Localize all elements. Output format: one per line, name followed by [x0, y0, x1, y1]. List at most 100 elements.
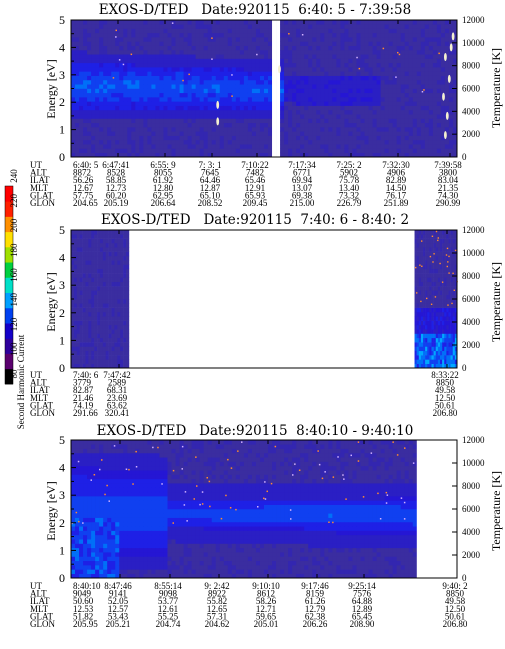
spectrogram-cell — [444, 71, 450, 76]
spectrogram-cell — [304, 127, 309, 132]
spectrogram-cell — [433, 286, 437, 291]
spectrogram-cell — [171, 97, 176, 102]
spectrogram-cell — [418, 230, 422, 235]
spectrogram-cell — [428, 58, 434, 64]
spectrogram-cell — [444, 264, 447, 270]
spectrogram-cell — [123, 144, 128, 149]
spectrogram-cell — [264, 152, 269, 158]
spectrogram-cell — [75, 461, 80, 467]
spectrogram-cell — [108, 350, 112, 356]
spectrogram-cell — [219, 114, 225, 119]
spectrogram-cell — [120, 273, 124, 278]
spectrogram-cell — [308, 97, 313, 102]
spectrogram-cell — [71, 526, 76, 531]
spectrogram-cell — [450, 299, 454, 304]
spectrogram-cell — [280, 105, 285, 111]
spectrogram-cell — [83, 135, 88, 141]
spectrogram-cell — [79, 281, 83, 287]
spectrogram-cell — [300, 67, 305, 72]
spectrogram-cell — [420, 294, 424, 300]
spectrogram-cell — [380, 37, 385, 42]
spectrogram-cell — [103, 101, 108, 106]
spectrogram-cell — [300, 84, 305, 89]
spectrogram-cell — [191, 67, 196, 72]
spectrogram-cell — [171, 109, 176, 115]
spectrogram-cell — [117, 290, 121, 295]
y-tick-label: 5 — [59, 13, 65, 27]
spectrogram-cell — [420, 359, 424, 364]
spectrogram-cell — [251, 24, 257, 29]
spectrogram-cell — [187, 84, 192, 89]
spectrogram-cell — [79, 337, 83, 343]
spectrogram-cell — [388, 101, 393, 106]
spectrogram-cell — [139, 101, 144, 106]
spectrogram-cell — [223, 20, 229, 25]
spectrogram-cell — [103, 84, 108, 89]
table-cell: 251.89 — [384, 198, 409, 208]
spectrogram-cell — [452, 41, 458, 46]
right-y-tick-label: 8000 — [462, 271, 481, 281]
spectrogram-cell — [416, 58, 422, 64]
spectrogram-cell — [448, 118, 454, 124]
spectrogram-cell — [436, 71, 442, 76]
spectrogram-cell — [75, 552, 80, 557]
spectrogram-cell — [79, 478, 84, 484]
spectrogram-cell — [203, 49, 209, 55]
spectrogram-cell — [123, 359, 127, 364]
spectrogram-cell — [292, 84, 297, 89]
spectrogram-cell — [348, 97, 353, 102]
spectrogram-cell — [247, 28, 253, 34]
spectrogram-cell — [94, 251, 98, 257]
spectrogram-cell — [71, 97, 76, 102]
spectrogram-cell — [420, 71, 426, 76]
spectrogram-cell — [448, 24, 454, 29]
spectrogram-cell — [328, 101, 333, 106]
spectrogram-cell — [288, 79, 293, 85]
spectrogram-cell — [115, 131, 120, 136]
spectrogram-cell — [191, 92, 196, 98]
spectrogram-cell — [423, 260, 426, 265]
spectrogram-cell — [452, 84, 458, 89]
spectrogram-cell — [431, 238, 434, 244]
spectrogram-cell — [88, 346, 92, 352]
spectrogram-cell — [114, 316, 118, 321]
spectrogram-cell — [147, 127, 152, 132]
spectrogram-cell — [143, 97, 148, 102]
spectrogram-cell — [123, 127, 128, 132]
spectrogram-cell — [79, 54, 84, 59]
spectrogram-cell — [288, 71, 293, 76]
spectrogram-cell — [73, 355, 78, 360]
spectrogram-cell — [94, 320, 98, 326]
spectrogram-cell — [83, 534, 88, 540]
spectrogram-cell — [380, 49, 385, 55]
spectrogram-cell — [167, 67, 172, 72]
spectrogram-cell — [420, 20, 426, 25]
spectrogram-cell — [87, 543, 92, 549]
spectrogram-cell — [117, 355, 121, 360]
spectrogram-cell — [344, 24, 349, 29]
spectrogram-cell — [79, 324, 83, 330]
spectrogram-cell — [368, 148, 373, 154]
spectrogram-cell — [251, 118, 257, 124]
spectrogram-cell — [444, 281, 447, 287]
spectrogram-cell — [442, 273, 445, 278]
spectrogram-cell — [429, 350, 432, 356]
spark-point — [419, 264, 421, 266]
spectrogram-cell — [452, 75, 458, 81]
spectrogram-cell — [76, 333, 80, 339]
spectrogram-cell — [99, 465, 104, 471]
spectrogram-cell — [199, 79, 204, 85]
spectrogram-cell — [207, 148, 213, 154]
spectrogram-cell — [75, 41, 80, 46]
spectrogram-cell — [108, 299, 112, 304]
spectrogram-cell — [436, 24, 442, 29]
spectrogram-cell — [171, 37, 176, 42]
spectrogram-cell — [123, 324, 127, 330]
spectrogram-cell — [448, 329, 451, 334]
spectrogram-cell — [448, 324, 451, 330]
spectrogram-cell — [360, 88, 365, 94]
spectrogram-cell — [79, 303, 83, 308]
spectrogram-cell — [304, 114, 309, 119]
spectrogram-cell — [433, 316, 437, 321]
spectrogram-cell — [103, 148, 108, 154]
